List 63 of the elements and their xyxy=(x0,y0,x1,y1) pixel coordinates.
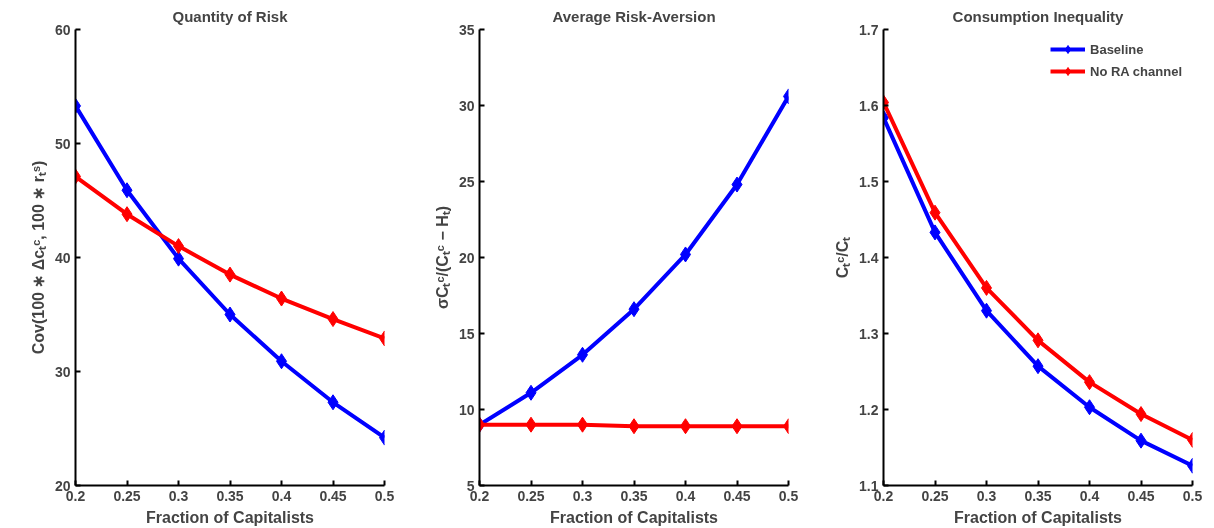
y-tick-label: 30 xyxy=(458,97,475,114)
y-tick-label: 20 xyxy=(458,249,475,266)
point xyxy=(224,306,236,323)
y-tick-label: 1.6 xyxy=(859,97,879,114)
point xyxy=(121,206,133,223)
y-axis-title: Cov(100 ∗ Δcₜᶜ, 100 ∗ rₜˢ) xyxy=(29,160,47,355)
chart-title: Average Risk-Aversion xyxy=(552,7,716,25)
y-tick-label: 1.3 xyxy=(859,325,879,342)
y-tick-label: 15 xyxy=(458,325,475,342)
x-axis-title: Fraction of Capitalists xyxy=(145,508,315,526)
point xyxy=(525,384,537,401)
point xyxy=(1032,358,1044,375)
chart-title: Consumption Inequality xyxy=(952,7,1125,25)
x-tick-label: 0.4 xyxy=(675,487,696,504)
y-axis-title: Cₜᶜ/Cₜ xyxy=(834,236,852,279)
x-tick-label: 0.45 xyxy=(319,487,347,504)
x-tick-label: 0.5 xyxy=(1182,487,1203,504)
x-axis-title: Fraction of Capitalists xyxy=(549,508,719,526)
point xyxy=(1135,432,1147,449)
point xyxy=(628,301,640,318)
x-tick-label: 0.25 xyxy=(517,487,545,504)
y-tick-label: 35 xyxy=(458,21,475,38)
point xyxy=(731,418,743,435)
point xyxy=(327,394,339,411)
y-tick-label: 60 xyxy=(54,21,71,38)
point xyxy=(628,418,640,435)
y-tick-label: 1.7 xyxy=(859,21,879,38)
point xyxy=(1032,332,1044,349)
x-tick-label: 0.3 xyxy=(976,487,997,504)
y-tick-label: 30 xyxy=(54,363,71,380)
point xyxy=(1135,406,1147,423)
x-tick-label: 0.4 xyxy=(271,487,292,504)
x-tick-label: 0.5 xyxy=(374,487,395,504)
point xyxy=(525,416,537,433)
x-tick-label: 0.3 xyxy=(572,487,593,504)
y-tick-label: 50 xyxy=(54,135,71,152)
x-tick-label: 0.35 xyxy=(620,487,648,504)
chart-title: Quantity of Risk xyxy=(172,7,289,25)
point xyxy=(121,182,133,199)
y-tick-label: 1.2 xyxy=(859,401,879,418)
y-tick-label: 10 xyxy=(458,401,475,418)
point xyxy=(731,176,743,193)
x-axis-title: Fraction of Capitalists xyxy=(953,508,1123,526)
x-tick-label: 0.3 xyxy=(168,487,189,504)
point xyxy=(929,224,941,241)
y-axis-title: σCₜᶜ/(Cₜᶜ − Hₜ) xyxy=(433,205,451,310)
y-tick-label: 25 xyxy=(458,173,475,190)
y-tick-label: 1.4 xyxy=(859,249,879,266)
x-tick-label: 0.45 xyxy=(1127,487,1155,504)
y-tick-label: 40 xyxy=(54,249,71,266)
point xyxy=(224,266,236,283)
y-tick-label: 1.5 xyxy=(859,173,879,190)
point xyxy=(327,311,339,328)
legend-label: Baseline xyxy=(1090,41,1144,57)
point xyxy=(929,204,941,221)
x-tick-label: 0.25 xyxy=(113,487,141,504)
x-tick-label: 0.35 xyxy=(216,487,244,504)
x-tick-label: 0.4 xyxy=(1079,487,1100,504)
x-tick-label: 0.45 xyxy=(723,487,751,504)
legend-label: No RA channel xyxy=(1090,63,1182,79)
x-tick-label: 0.35 xyxy=(1024,487,1052,504)
x-tick-label: 0.5 xyxy=(778,487,799,504)
x-tick-label: 0.25 xyxy=(921,487,949,504)
